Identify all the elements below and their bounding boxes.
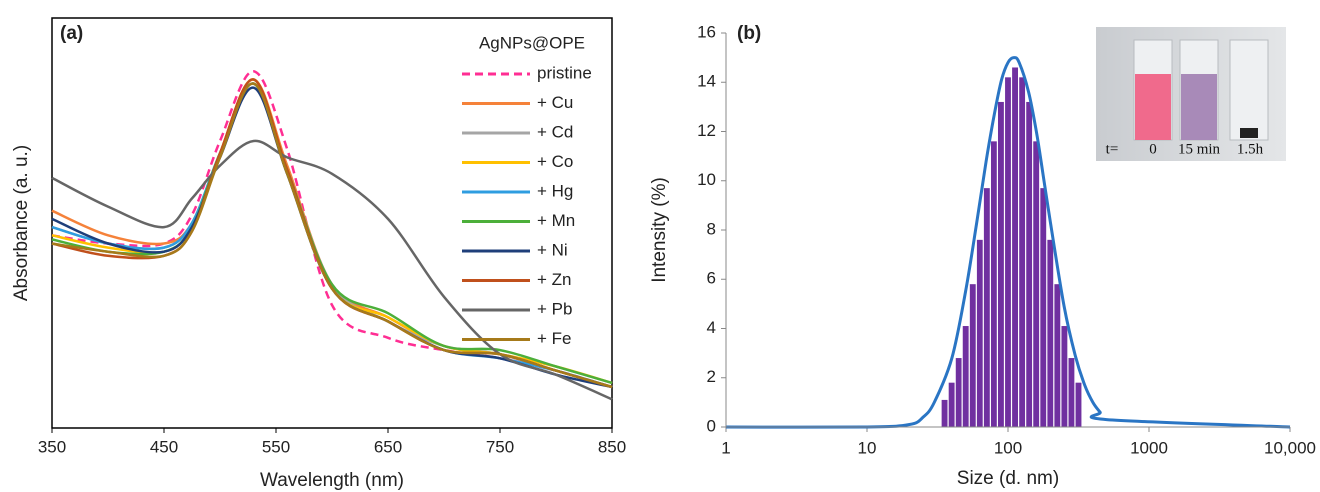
bar	[1026, 101, 1033, 427]
bar	[1061, 326, 1068, 427]
y-tick-label: 8	[707, 219, 716, 238]
bar	[1068, 358, 1075, 427]
x-tick-label: 1000	[1130, 438, 1168, 457]
x-tick-label: 10	[858, 438, 877, 457]
x-tick-label: 10,000	[1264, 438, 1316, 457]
bar	[1019, 77, 1026, 427]
legend-label: + Co	[537, 152, 573, 171]
legend-label: + Pb	[537, 299, 572, 318]
y-axis-label: Intensity (%)	[649, 177, 670, 283]
y-tick-label: 14	[697, 72, 716, 91]
legend-label: + Ni	[537, 240, 568, 259]
spectrum-line	[51, 78, 613, 385]
bar	[941, 399, 948, 427]
vial	[1229, 39, 1269, 141]
vial-liquid	[1135, 74, 1171, 140]
vial-liquid	[1181, 74, 1217, 140]
spectrum-line	[51, 82, 613, 389]
legend-label: + Hg	[537, 181, 573, 200]
x-tick-label: 350	[38, 437, 66, 456]
y-tick-label: 2	[707, 367, 716, 386]
legend-label: + Mn	[537, 211, 575, 230]
inset-photo: t= 0 15 min 1.5h	[1096, 27, 1286, 161]
panel-label: (a)	[60, 23, 83, 44]
x-tick-label: 450	[150, 437, 178, 456]
inset-label: t=	[1106, 141, 1119, 157]
spectrum-line	[51, 82, 613, 389]
y-tick-label: 0	[707, 416, 716, 435]
plot-frame	[51, 17, 613, 429]
bar	[983, 188, 990, 427]
y-tick-label: 4	[707, 318, 716, 337]
bar	[976, 239, 983, 427]
fit-curve	[725, 56, 1291, 429]
inset-label: 0	[1149, 141, 1157, 157]
x-axis-label: Size (d. nm)	[957, 468, 1059, 489]
x-tick-label: 100	[994, 438, 1022, 457]
bar	[1047, 239, 1054, 427]
legend-label: pristine	[537, 63, 592, 82]
y-tick-label: 10	[697, 170, 716, 189]
bar	[1005, 77, 1011, 427]
x-tick-label: 550	[262, 437, 290, 456]
y-tick-label: 6	[707, 269, 716, 288]
bar	[962, 326, 969, 427]
bar	[948, 382, 955, 427]
x-tick-label: 650	[374, 437, 402, 456]
spectrum-line	[51, 82, 613, 385]
bar	[955, 358, 962, 427]
y-axis-label: Absorbance (a. u.)	[11, 145, 32, 301]
bar	[1033, 141, 1040, 427]
spectrum-line	[51, 82, 613, 389]
bar	[1075, 382, 1082, 427]
y-tick-label: 16	[697, 22, 716, 41]
legend-label: + Fe	[537, 329, 572, 348]
x-tick-label: 750	[486, 437, 514, 456]
legend-label: + Cu	[537, 93, 573, 112]
x-axis-label: Wavelength (nm)	[260, 470, 404, 491]
bar	[997, 101, 1004, 427]
bar	[1012, 67, 1019, 427]
legend-title: AgNPs@OPE	[479, 33, 585, 52]
inset-label: 1.5h	[1237, 141, 1264, 157]
bar	[990, 141, 997, 427]
x-tick-label: 1	[721, 438, 730, 457]
x-tick-label: 850	[598, 437, 626, 456]
bar	[969, 284, 976, 427]
precipitate	[1240, 128, 1258, 138]
legend-label: + Cd	[537, 122, 573, 141]
bar	[1054, 284, 1061, 427]
bar	[1040, 188, 1047, 427]
inset-label: 15 min	[1178, 141, 1221, 157]
legend-label: + Zn	[537, 270, 572, 289]
y-tick-label: 12	[697, 121, 716, 140]
panel-label: (b)	[737, 23, 761, 44]
